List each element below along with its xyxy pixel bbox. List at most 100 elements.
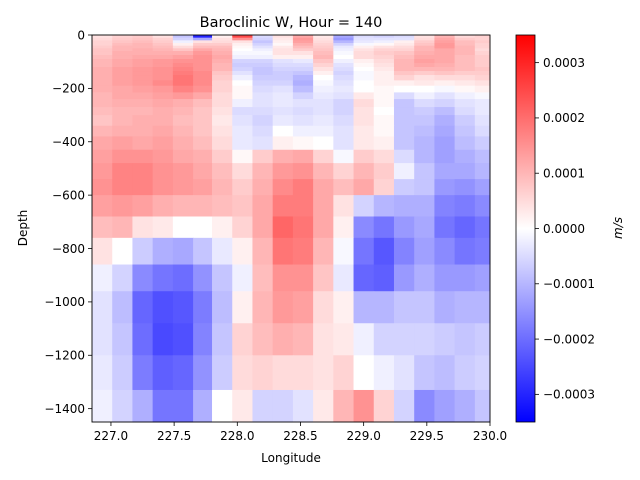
heatmap-cell bbox=[232, 71, 253, 76]
heatmap-cell bbox=[272, 99, 294, 108]
colorbar-tick-label: −0.0003 bbox=[543, 388, 595, 402]
heatmap-cell bbox=[353, 323, 375, 356]
heatmap-cell bbox=[353, 107, 375, 116]
heatmap-cell bbox=[474, 63, 491, 68]
heatmap-cell bbox=[132, 92, 154, 100]
x-axis: 227.0 227.5 228.0 228.5 229.0 229.5 230.0 bbox=[94, 422, 507, 443]
heatmap-cell bbox=[212, 125, 233, 137]
heatmap-cell bbox=[193, 99, 213, 108]
heatmap-cell bbox=[152, 48, 174, 52]
heatmap-cell bbox=[373, 149, 395, 164]
heatmap-cell bbox=[172, 45, 194, 49]
x-tick-label: 229.5 bbox=[410, 429, 444, 443]
heatmap-cell bbox=[353, 291, 375, 324]
heatmap-cell bbox=[212, 75, 233, 81]
colorbar-tick-label: −0.0002 bbox=[543, 332, 595, 346]
heatmap-cell bbox=[474, 48, 491, 52]
heatmap-cell bbox=[212, 195, 233, 217]
heatmap-cell bbox=[353, 75, 375, 81]
x-tick-label: 227.0 bbox=[94, 429, 128, 443]
heatmap-cell bbox=[474, 149, 491, 164]
heatmap-cell bbox=[172, 37, 194, 41]
heatmap-cell bbox=[252, 125, 274, 137]
heatmap-cells bbox=[92, 35, 491, 423]
heatmap-cell bbox=[313, 99, 334, 108]
heatmap-cell bbox=[252, 92, 274, 100]
heatmap-cell bbox=[212, 264, 233, 292]
heatmap-cell bbox=[112, 107, 133, 116]
heatmap-cell bbox=[252, 99, 274, 108]
heatmap-cell bbox=[434, 389, 456, 423]
heatmap-cell bbox=[193, 195, 213, 217]
heatmap-cell bbox=[172, 99, 194, 108]
heatmap-cell bbox=[172, 51, 194, 56]
heatmap-cell bbox=[232, 40, 253, 44]
heatmap-cell bbox=[454, 195, 476, 217]
heatmap-cell bbox=[252, 40, 274, 44]
heatmap-cell bbox=[212, 67, 233, 72]
heatmap-cell bbox=[212, 40, 233, 44]
heatmap-cell bbox=[132, 237, 154, 266]
heatmap-cell bbox=[232, 291, 253, 324]
heatmap-cell bbox=[393, 51, 415, 56]
heatmap-cell bbox=[172, 85, 194, 93]
heatmap-cell bbox=[313, 389, 334, 423]
heatmap-cell bbox=[414, 195, 435, 217]
y-tick-label: 0 bbox=[77, 28, 85, 42]
heatmap-cell bbox=[252, 163, 274, 180]
heatmap-cell bbox=[252, 195, 274, 217]
heatmap-cell bbox=[232, 59, 253, 64]
heatmap-cell bbox=[373, 35, 395, 39]
heatmap-cell bbox=[434, 264, 456, 292]
heatmap-cell bbox=[152, 149, 174, 164]
heatmap-cell bbox=[474, 92, 491, 100]
heatmap-cell bbox=[232, 107, 253, 116]
heatmap-cell bbox=[454, 99, 476, 108]
heatmap-cell bbox=[474, 355, 491, 391]
heatmap-cell bbox=[112, 71, 133, 76]
heatmap-cell bbox=[232, 115, 253, 127]
heatmap-cell bbox=[474, 37, 491, 41]
y-tick-label: −1000 bbox=[44, 295, 85, 309]
heatmap-cell bbox=[373, 216, 395, 239]
heatmap-cell bbox=[193, 92, 213, 100]
heatmap-cell bbox=[474, 67, 491, 72]
heatmap-cell bbox=[272, 323, 294, 356]
heatmap-cell bbox=[193, 323, 213, 356]
heatmap-cell bbox=[152, 125, 174, 137]
heatmap-cell bbox=[252, 43, 274, 47]
heatmap-cell bbox=[373, 115, 395, 127]
heatmap-cell bbox=[212, 45, 233, 49]
heatmap-cell bbox=[112, 323, 133, 356]
heatmap-cell bbox=[112, 85, 133, 93]
heatmap-cell bbox=[333, 264, 355, 292]
heatmap-cell bbox=[474, 195, 491, 217]
heatmap-cell bbox=[152, 216, 174, 239]
heatmap-cell bbox=[132, 35, 154, 39]
heatmap-cell bbox=[92, 216, 113, 239]
heatmap-cell bbox=[474, 45, 491, 49]
heatmap-cell bbox=[212, 35, 233, 39]
heatmap-cell bbox=[353, 195, 375, 217]
heatmap-cell bbox=[132, 125, 154, 137]
heatmap-cell bbox=[172, 115, 194, 127]
heatmap-cell bbox=[112, 75, 133, 81]
heatmap-cell bbox=[333, 67, 355, 72]
y-tick-label: −1200 bbox=[44, 349, 85, 363]
heatmap-cell bbox=[313, 195, 334, 217]
heatmap-cell bbox=[152, 75, 174, 81]
heatmap-cell bbox=[292, 43, 314, 47]
heatmap-cell bbox=[252, 323, 274, 356]
heatmap-cell bbox=[333, 389, 355, 423]
heatmap-cell bbox=[373, 43, 395, 47]
heatmap-cell bbox=[132, 291, 154, 324]
heatmap-cell bbox=[292, 92, 314, 100]
heatmap-cell bbox=[193, 75, 213, 81]
heatmap-cell bbox=[232, 216, 253, 239]
heatmap-cell bbox=[193, 355, 213, 391]
heatmap-cell bbox=[474, 179, 491, 196]
heatmap-cell bbox=[193, 389, 213, 423]
heatmap-cell bbox=[212, 80, 233, 87]
heatmap-cell bbox=[353, 80, 375, 87]
